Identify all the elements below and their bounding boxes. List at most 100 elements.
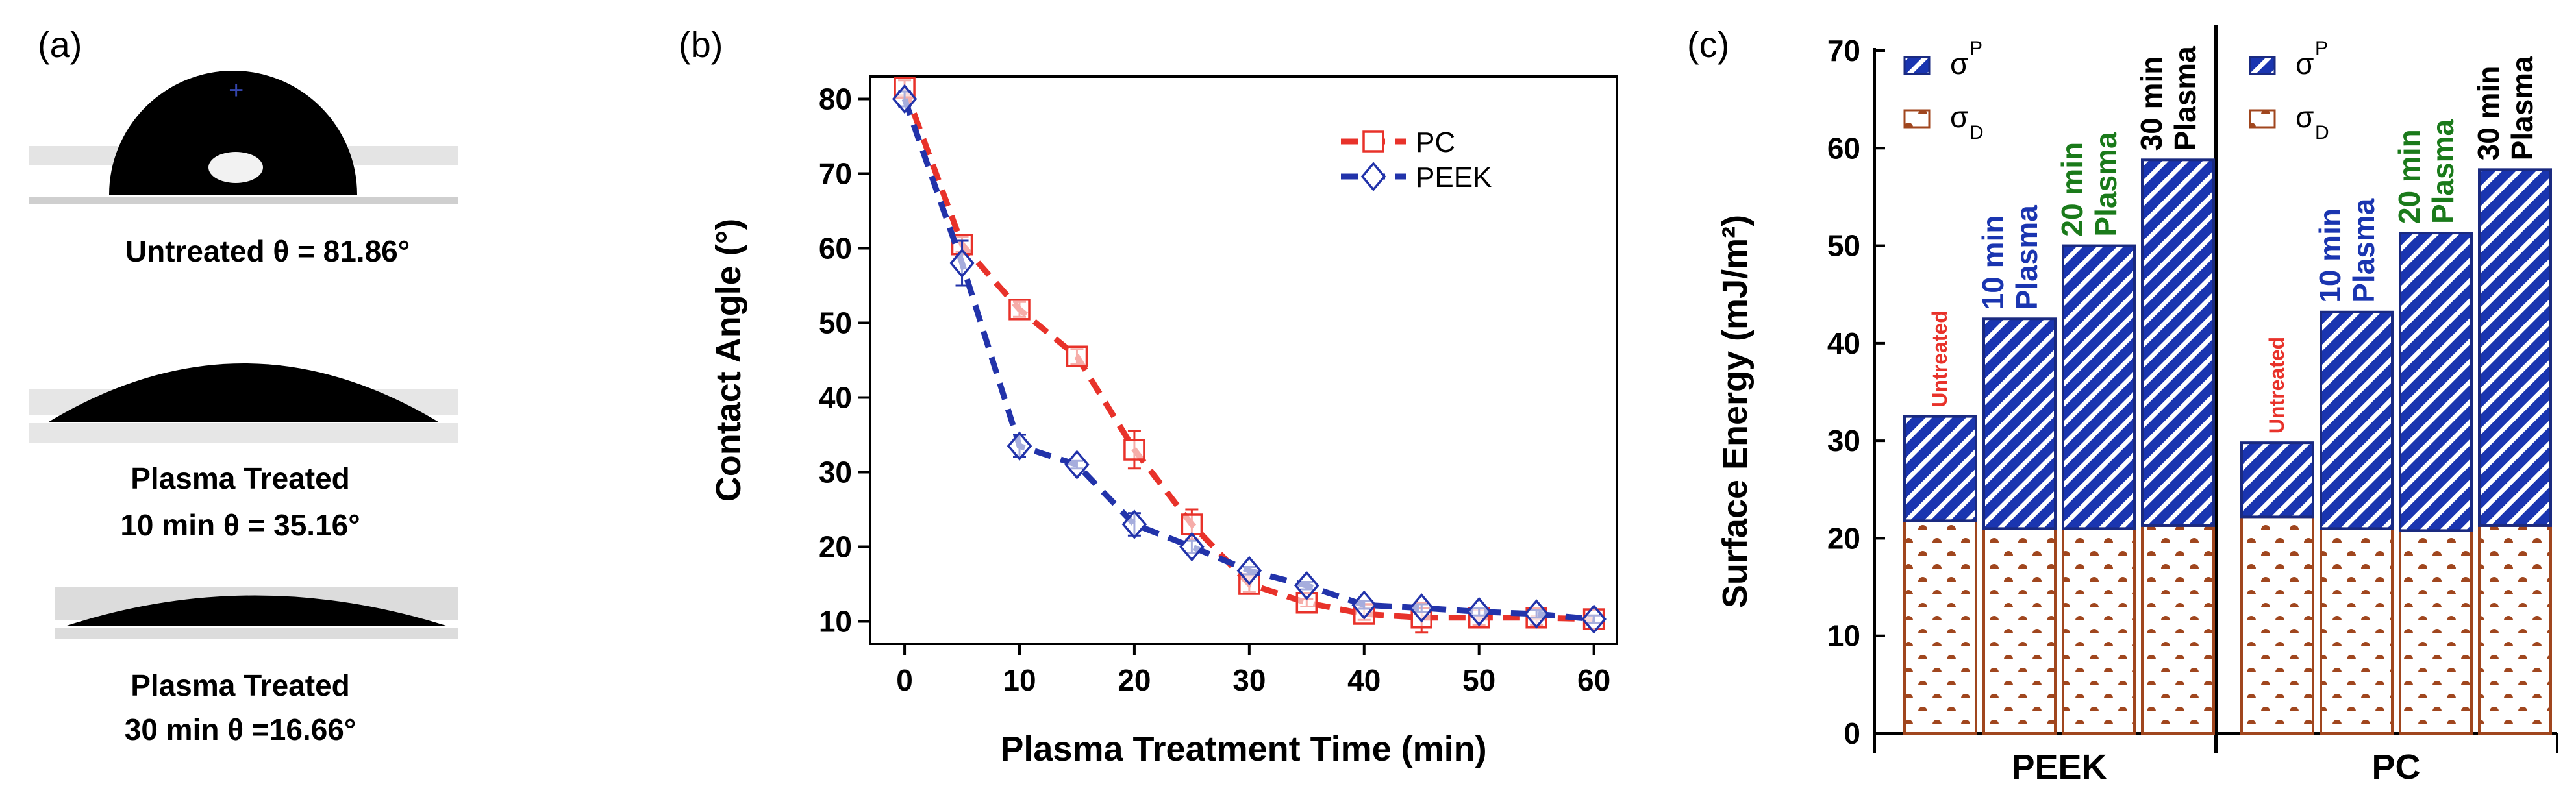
bar-label: Plasma xyxy=(2010,205,2044,310)
legend-swatch xyxy=(2249,56,2276,75)
data-point-peek xyxy=(892,84,918,114)
y-tick-label: 70 xyxy=(1827,34,1860,67)
surface-energy-chart: 0 10 20 30 40 50 60 70 Surface Energy (mJ/m²) Unt… xyxy=(1716,25,2558,787)
y-tick-label: 50 xyxy=(1827,229,1860,263)
bar-label: 30 min xyxy=(2471,66,2505,161)
y-tick-label: 70 xyxy=(819,157,852,191)
data-point-pc xyxy=(1181,513,1203,535)
data-point-pc xyxy=(1123,439,1145,461)
bar-polar xyxy=(2399,232,2473,532)
y-tick-label: 80 xyxy=(819,82,852,116)
legend-label: PC xyxy=(1416,127,1455,158)
y-tick-label: 20 xyxy=(819,530,852,564)
x-tick-label: 10 xyxy=(1003,663,1036,697)
legend-superscript: P xyxy=(1970,38,1982,59)
panel-label-c: (c) xyxy=(1687,24,1729,65)
data-point-peek xyxy=(1179,532,1205,562)
panel-label-a: (a) xyxy=(38,24,82,65)
bar-dispersive xyxy=(2141,524,2215,735)
y-tick-label: 60 xyxy=(819,232,852,265)
bar-label: 10 min xyxy=(2313,208,2347,303)
group-label: PEEK xyxy=(2011,748,2107,787)
y-tick-label: 10 xyxy=(1827,619,1860,653)
y-tick-label: 0 xyxy=(1844,716,1860,750)
legend-symbol: σ xyxy=(2295,100,2314,134)
y-tick-label: 40 xyxy=(819,381,852,415)
data-point-pc xyxy=(1008,299,1031,321)
bar-label: Plasma xyxy=(2426,119,2460,225)
bar-label: 20 min xyxy=(2055,142,2089,237)
data-point-peek xyxy=(1121,509,1147,539)
data-point-peek xyxy=(1064,450,1090,480)
legend-subscript: D xyxy=(2315,122,2329,143)
panel-label-b: (b) xyxy=(679,24,723,65)
droplet-image-30min xyxy=(55,587,458,639)
bar-label: Plasma xyxy=(2089,132,2123,237)
droplet-image-untreated: + xyxy=(29,71,458,204)
data-point-peek xyxy=(1408,593,1434,623)
y-tick-label: 20 xyxy=(1827,521,1860,555)
group-label: PC xyxy=(2371,748,2420,787)
bar-label: Untreated xyxy=(2265,337,2288,434)
data-point-peek xyxy=(1581,604,1607,634)
droplet-image-10min xyxy=(29,363,458,443)
data-point-peek xyxy=(949,248,975,278)
legend-symbol: σ xyxy=(2295,47,2314,80)
droplet-caption-30min-line1: Plasma Treated xyxy=(131,668,350,702)
x-tick-label: 0 xyxy=(896,663,913,697)
bar-label: Plasma xyxy=(2347,198,2381,303)
x-axis-label: Plasma Treatment Time (min) xyxy=(1000,729,1486,768)
x-tick-label: 60 xyxy=(1577,663,1610,697)
bar-label: 10 min xyxy=(1976,215,2010,310)
data-point-pc xyxy=(1066,345,1088,367)
bar-dispersive xyxy=(1982,527,2057,735)
x-tick-label: 50 xyxy=(1462,663,1495,697)
bar-dispersive xyxy=(2062,527,2136,735)
bar-dispersive xyxy=(2320,527,2394,735)
data-point-peek xyxy=(1466,596,1492,627)
legend-label: PEEK xyxy=(1416,162,1492,193)
droplet-caption-untreated: Untreated θ = 81.86° xyxy=(125,234,410,268)
droplet-caption-30min-line2: 30 min θ =16.66° xyxy=(125,713,356,746)
x-tick-label: 20 xyxy=(1118,663,1151,697)
legend-swatch xyxy=(1903,56,1931,75)
legend-subscript: D xyxy=(1970,122,1984,143)
y-tick-label: 50 xyxy=(819,306,852,340)
legend-symbol: σ xyxy=(1950,47,1968,80)
y-tick-label: 60 xyxy=(1827,131,1860,165)
legend-superscript: P xyxy=(2315,38,2328,59)
bar-polar xyxy=(2240,441,2314,519)
legend-swatch xyxy=(2249,109,2276,129)
x-tick-label: 30 xyxy=(1232,663,1266,697)
droplet-caption-10min-line1: Plasma Treated xyxy=(131,461,350,495)
bar-dispersive xyxy=(1903,519,1977,735)
bar-label: Plasma xyxy=(2505,56,2539,161)
bar-dispersive xyxy=(2478,524,2552,735)
bar-polar xyxy=(2141,158,2215,527)
svg-text:+: + xyxy=(229,76,244,104)
legend-symbol: σ xyxy=(1950,100,1968,134)
bar-polar xyxy=(2478,168,2552,527)
data-point-peek xyxy=(1236,556,1262,586)
legend-marker xyxy=(1362,130,1384,153)
y-tick-label: 30 xyxy=(1827,424,1860,458)
bar-dispersive xyxy=(2240,515,2314,735)
data-point-peek xyxy=(1351,590,1377,620)
legend-swatch xyxy=(1903,109,1931,129)
data-point-peek xyxy=(1007,431,1032,461)
bar-polar xyxy=(2320,310,2394,530)
droplet-caption-10min-line2: 10 min θ = 35.16° xyxy=(120,508,360,542)
data-point-peek xyxy=(1523,599,1549,629)
y-axis-label: Contact Angle (°) xyxy=(709,219,748,502)
y-tick-label: 40 xyxy=(1827,326,1860,360)
bar-label: 20 min xyxy=(2392,129,2426,224)
y-tick-label: 30 xyxy=(819,456,852,489)
bar-label: Plasma xyxy=(2168,46,2202,151)
bar-polar xyxy=(2062,244,2136,530)
bar-dispersive xyxy=(2399,529,2473,735)
contact-angle-chart: 10 20 30 40 50 60 70 80 0 10 20 30 40 50 60 Plasma Trea… xyxy=(709,75,1618,768)
plot-frame xyxy=(869,75,1618,645)
y-tick-label: 10 xyxy=(819,605,852,639)
legend-marker xyxy=(1360,162,1386,191)
